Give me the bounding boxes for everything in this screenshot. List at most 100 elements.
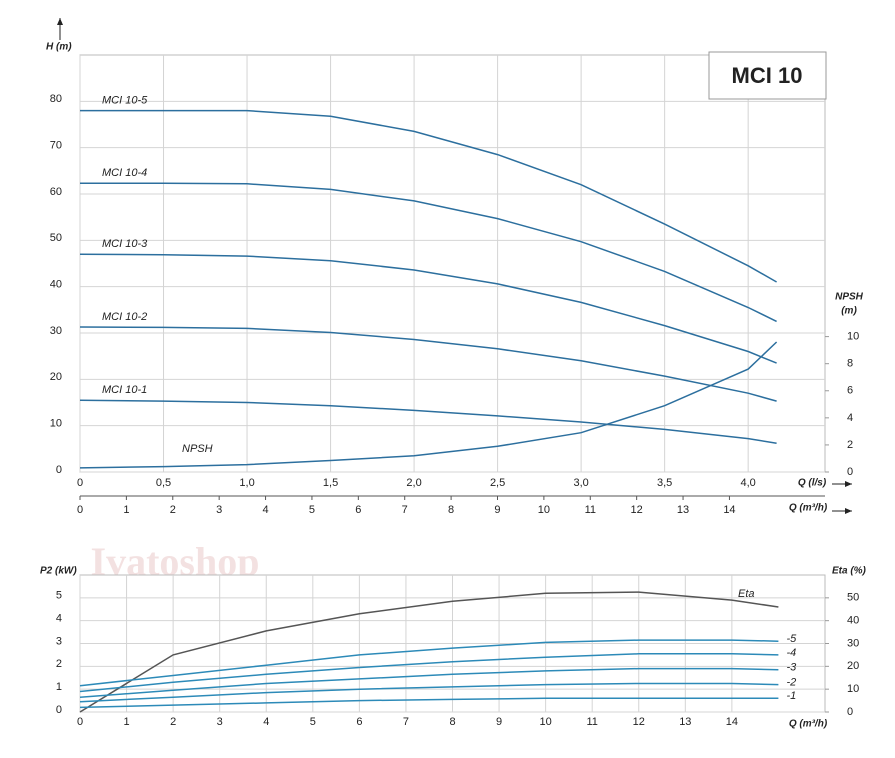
x-tick-label: 10 <box>540 716 552 728</box>
series-line <box>79 667 779 698</box>
series-label: -5 <box>786 633 797 645</box>
x-tick-label: 1 <box>124 716 130 728</box>
x2-tick-label: 6 <box>355 504 361 516</box>
x2-tick-label: 2 <box>170 504 176 516</box>
x-tick-label: 0 <box>77 716 83 728</box>
y2-tick-label: 50 <box>847 592 859 604</box>
arrow-head <box>845 481 852 487</box>
x-tick-label: 4 <box>263 716 269 728</box>
series-line <box>79 591 779 713</box>
series-label: MCI 10-3 <box>102 238 148 250</box>
y-tick-label: 30 <box>50 325 62 337</box>
series-label: -4 <box>786 647 796 659</box>
y2-tick-label: 40 <box>847 615 859 627</box>
series-line <box>79 326 777 402</box>
x-tick-label: 14 <box>726 716 738 728</box>
x2-tick-label: 14 <box>723 504 735 516</box>
chart-title: MCI 10 <box>732 63 803 88</box>
x-tick-label: 9 <box>496 716 502 728</box>
x2-tick-label: 10 <box>538 504 550 516</box>
y2-tick-label: 8 <box>847 358 853 370</box>
y-tick-label: 10 <box>50 418 62 430</box>
series-label: MCI 10-1 <box>102 384 147 396</box>
x2-axis-title: Q (m³/h) <box>789 503 828 514</box>
x2-tick-label: 0 <box>77 504 83 516</box>
y-tick-label: 4 <box>56 613 62 625</box>
x2-tick-label: 5 <box>309 504 315 516</box>
series-line <box>79 341 778 469</box>
x2-tick-label: 4 <box>262 504 268 516</box>
series-line <box>79 399 777 445</box>
x2-tick-label: 7 <box>402 504 408 516</box>
y2-tick-label: 0 <box>847 466 853 478</box>
y-axis-title: P2 (kW) <box>40 566 77 577</box>
y-tick-label: 5 <box>56 590 62 602</box>
x-tick-label: 0 <box>77 477 83 489</box>
y2-tick-label: 4 <box>847 412 853 424</box>
x-tick-label: 6 <box>356 716 362 728</box>
x-tick-label: 2,0 <box>406 477 421 489</box>
series-label: -1 <box>786 690 796 702</box>
y-tick-label: 80 <box>50 93 62 105</box>
series-label: MCI 10-2 <box>102 311 147 323</box>
x-tick-label: 2,5 <box>490 477 505 489</box>
y2-axis-title: Eta (%) <box>832 566 867 577</box>
y2-tick-label: 30 <box>847 637 859 649</box>
series-line <box>79 697 779 709</box>
series-label: Eta <box>738 588 755 600</box>
y2-tick-label: 10 <box>847 331 859 343</box>
y-tick-label: 60 <box>50 186 62 198</box>
x-tick-label: 5 <box>310 716 316 728</box>
x-tick-label: 1,0 <box>239 477 254 489</box>
x-tick-label: 3 <box>217 716 223 728</box>
series-line <box>79 653 779 693</box>
y-tick-label: 70 <box>50 140 62 152</box>
y2-axis-title: NPSH <box>835 292 864 303</box>
x-tick-label: 3,0 <box>573 477 588 489</box>
y2-tick-label: 0 <box>847 706 853 718</box>
x-tick-label: 1,5 <box>323 477 338 489</box>
x-axis-title: Q (l/s) <box>798 478 827 489</box>
y2-axis-title: (m) <box>841 306 857 317</box>
x2-tick-label: 9 <box>494 504 500 516</box>
title-box <box>708 51 827 100</box>
plot-area <box>79 54 826 473</box>
y2-tick-label: 20 <box>847 660 859 672</box>
x-tick-label: 11 <box>586 716 597 728</box>
x2-tick-label: 13 <box>677 504 689 516</box>
series-label: MCI 10-5 <box>102 95 148 107</box>
x2-tick-label: 12 <box>631 504 643 516</box>
x-tick-label: 12 <box>633 716 645 728</box>
y2-tick-label: 6 <box>847 385 853 397</box>
x-tick-label: 3,5 <box>657 477 672 489</box>
series-label: NPSH <box>182 443 213 455</box>
series-line <box>79 682 779 703</box>
series-line <box>79 253 777 364</box>
series-line <box>79 639 779 687</box>
x-tick-label: 2 <box>170 716 176 728</box>
x2-tick-label: 8 <box>448 504 454 516</box>
arrow-head <box>845 508 852 514</box>
series-label: MCI 10-4 <box>102 167 147 179</box>
x-tick-label: 4,0 <box>741 477 756 489</box>
x-tick-label: 0,5 <box>156 477 171 489</box>
y-tick-label: 0 <box>56 704 62 716</box>
series-line <box>80 109 777 283</box>
series-label: -2 <box>786 677 796 689</box>
x2-tick-label: 1 <box>123 504 129 516</box>
series-line <box>80 182 777 323</box>
y-tick-label: 50 <box>50 232 62 244</box>
x-tick-label: 8 <box>449 716 455 728</box>
x-tick-label: 13 <box>679 716 691 728</box>
y2-tick-label: 2 <box>847 439 853 451</box>
y2-tick-label: 10 <box>847 683 859 695</box>
x-tick-label: 7 <box>403 716 409 728</box>
y-tick-label: 40 <box>50 279 62 291</box>
y-tick-label: 0 <box>56 464 62 476</box>
x2-tick-label: 11 <box>585 504 596 516</box>
x2-tick-label: 3 <box>216 504 222 516</box>
y-tick-label: 20 <box>50 371 62 383</box>
y-axis-title: H (m) <box>46 42 72 53</box>
y-tick-label: 3 <box>56 635 62 647</box>
